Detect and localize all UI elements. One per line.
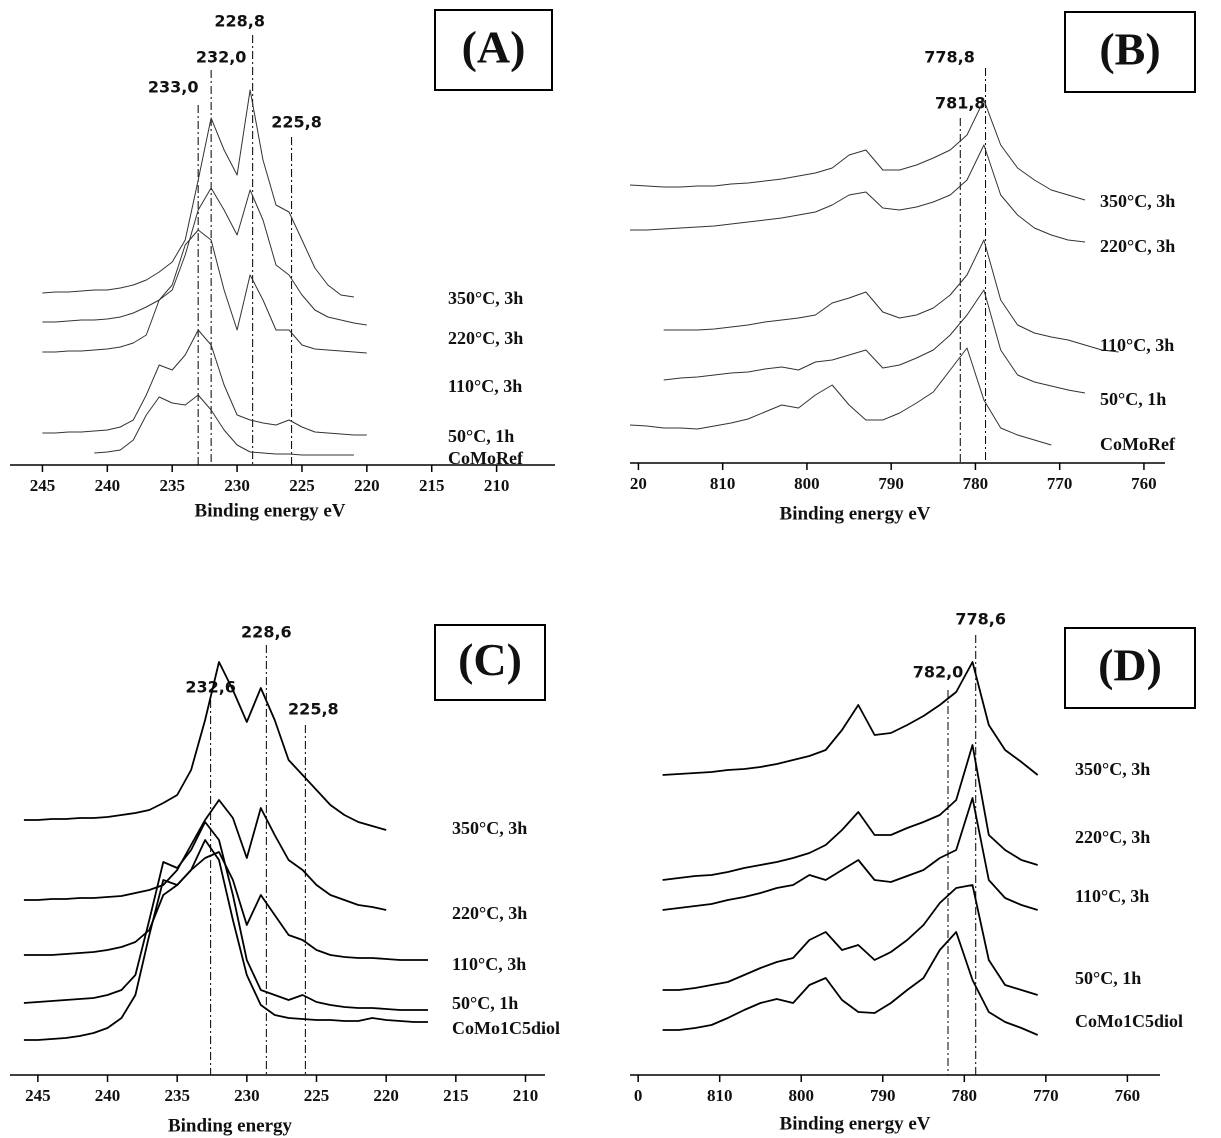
spectrum-line <box>662 744 1038 881</box>
x-tick-label: 780 <box>963 474 989 493</box>
x-tick-label: 780 <box>952 1086 978 1105</box>
reference-label: 232,6 <box>185 678 236 697</box>
spectrum-line <box>662 661 1039 776</box>
series-label: 220°C, 3h <box>452 903 527 923</box>
series-label: 350°C, 3h <box>448 288 523 308</box>
spectrum-line <box>663 239 1119 353</box>
reference-label: 778,6 <box>955 610 1006 629</box>
series-label: 220°C, 3h <box>1075 827 1150 847</box>
spectrum-line <box>630 144 1086 243</box>
reference-label: 225,8 <box>271 113 322 132</box>
reference-label: 781,8 <box>935 94 986 113</box>
x-tick-label: 770 <box>1033 1086 1059 1105</box>
spectrum-line <box>42 329 367 436</box>
x-tick-label: 220 <box>373 1086 399 1105</box>
panel-label: (D) <box>1098 640 1162 691</box>
series-label: 50°C, 1h <box>448 426 514 446</box>
spectrum-line <box>23 799 387 911</box>
series-label: 220°C, 3h <box>448 328 523 348</box>
x-axis-title: Binding energy <box>168 1115 293 1136</box>
spectrum-line <box>662 884 1038 996</box>
x-tick-label: 210 <box>513 1086 539 1105</box>
spectrum-line <box>662 797 1038 911</box>
x-tick-label: 760 <box>1115 1086 1141 1105</box>
panel-box <box>1064 627 1196 709</box>
x-tick-label: 760 <box>1131 474 1157 493</box>
x-tick-label: 240 <box>95 1086 121 1105</box>
x-tick-label: 215 <box>443 1086 469 1105</box>
x-tick-label: 0 <box>634 1086 643 1105</box>
x-tick-label: 790 <box>878 474 904 493</box>
spectrum-line <box>94 394 354 456</box>
reference-label: 778,8 <box>924 48 975 67</box>
series-label: 110°C, 3h <box>1075 886 1149 906</box>
x-tick-label: 210 <box>484 476 510 495</box>
x-tick-label: 245 <box>30 476 56 495</box>
spectrum-line <box>629 99 1086 201</box>
x-tick-label: 800 <box>794 474 820 493</box>
reference-label: 233,0 <box>148 78 199 97</box>
reference-label: 225,8 <box>288 700 339 719</box>
spectrum-line <box>662 931 1039 1036</box>
x-tick-label: 225 <box>289 476 315 495</box>
panel-label: (B) <box>1099 24 1160 75</box>
x-tick-label: 800 <box>788 1086 814 1105</box>
spectrum-line <box>42 187 367 326</box>
series-label: CoMo1C5diol <box>452 1018 560 1038</box>
spectrum-line <box>23 839 428 1041</box>
series-label: CoMoRef <box>448 448 524 468</box>
x-tick-label: 810 <box>707 1086 733 1105</box>
panel-box <box>434 624 546 701</box>
x-tick-label: 810 <box>710 474 736 493</box>
spectrum-line <box>23 821 428 1011</box>
series-label: 350°C, 3h <box>1100 191 1175 211</box>
x-tick-label: 20 <box>630 474 647 493</box>
reference-label: 228,8 <box>214 12 265 31</box>
panel-label: (A) <box>462 22 526 73</box>
series-label: 110°C, 3h <box>452 954 526 974</box>
series-label: 50°C, 1h <box>1075 968 1141 988</box>
series-label: 220°C, 3h <box>1100 236 1175 256</box>
x-tick-label: 235 <box>159 476 185 495</box>
x-tick-label: 240 <box>95 476 121 495</box>
x-axis-title: Binding energy eV <box>780 1113 931 1134</box>
spectrum-line <box>663 289 1086 394</box>
x-axis-title: Binding energy eV <box>195 500 346 521</box>
reference-label: 232,0 <box>196 48 247 67</box>
series-label: 350°C, 3h <box>452 818 527 838</box>
series-label: 350°C, 3h <box>1075 759 1150 779</box>
series-label: CoMoRef <box>1100 434 1176 454</box>
series-label: 50°C, 1h <box>1100 389 1166 409</box>
series-label: 50°C, 1h <box>452 993 518 1013</box>
x-tick-label: 215 <box>419 476 445 495</box>
spectrum-line <box>23 661 387 831</box>
spectrum-line <box>629 347 1052 446</box>
series-label: 110°C, 3h <box>1100 335 1174 355</box>
x-axis-title: Binding energy eV <box>780 503 931 524</box>
spectrum-line <box>42 89 354 298</box>
series-label: 110°C, 3h <box>448 376 522 396</box>
x-tick-label: 235 <box>164 1086 190 1105</box>
reference-label: 782,0 <box>913 663 964 682</box>
x-tick-label: 220 <box>354 476 380 495</box>
x-tick-label: 790 <box>870 1086 896 1105</box>
spectrum-line <box>42 229 367 354</box>
reference-label: 228,6 <box>241 623 292 642</box>
panel-box <box>434 9 553 91</box>
x-tick-label: 245 <box>25 1086 51 1105</box>
panel-box <box>1064 11 1196 93</box>
x-tick-label: 225 <box>304 1086 330 1105</box>
panel-label: (C) <box>458 634 522 685</box>
x-tick-label: 770 <box>1047 474 1073 493</box>
x-tick-label: 230 <box>234 1086 260 1105</box>
series-label: CoMo1C5diol <box>1075 1011 1183 1031</box>
x-tick-label: 230 <box>224 476 250 495</box>
